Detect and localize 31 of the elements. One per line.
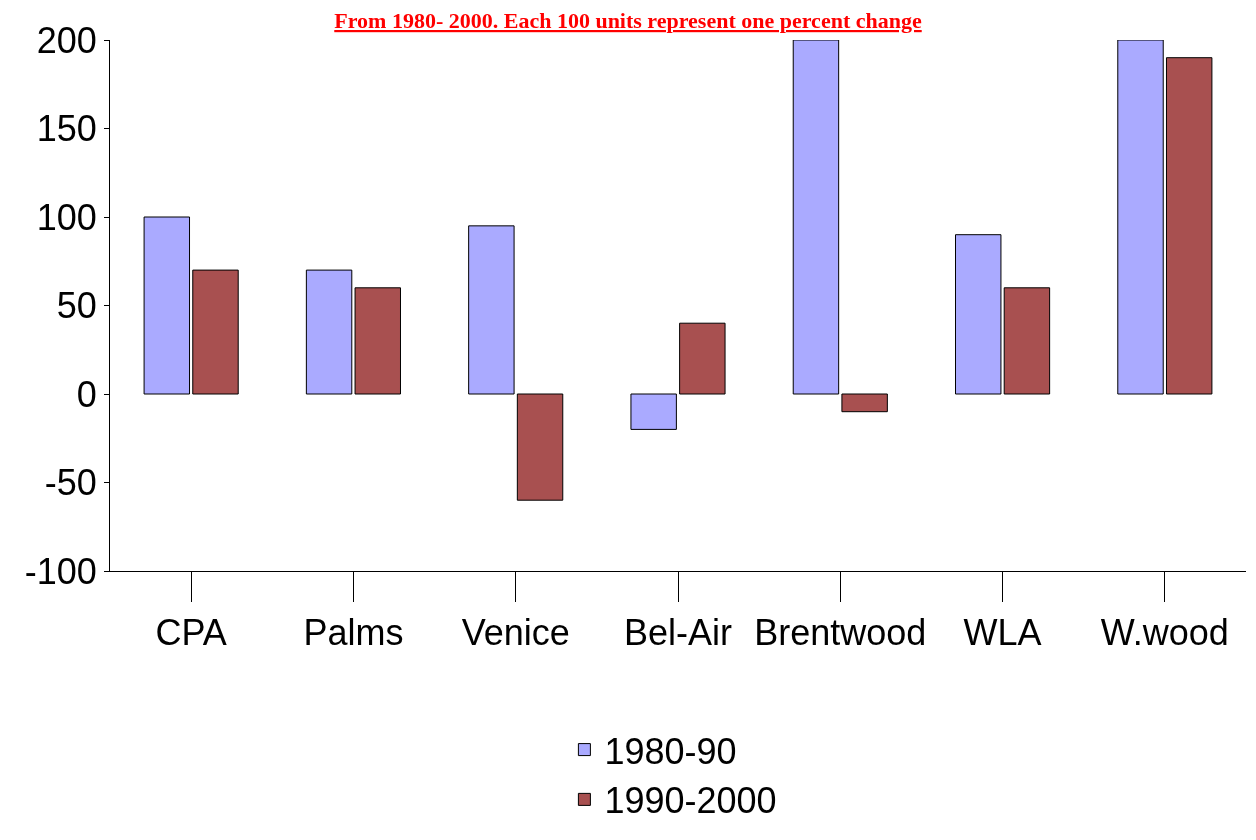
y-tick-label: 150 bbox=[36, 108, 97, 150]
y-tick-label: 0 bbox=[76, 373, 97, 415]
bar bbox=[354, 287, 401, 395]
bar bbox=[1165, 57, 1213, 395]
y-tick-label: -50 bbox=[44, 462, 97, 504]
x-tick-label: Brentwood bbox=[754, 612, 927, 654]
y-tick-label: 100 bbox=[36, 196, 97, 238]
bar bbox=[305, 269, 353, 395]
y-tick-label: 200 bbox=[36, 19, 97, 61]
y-tick-label: 50 bbox=[56, 285, 97, 327]
x-tick-label: WLA bbox=[963, 612, 1042, 654]
bar bbox=[792, 40, 840, 395]
bar bbox=[1003, 287, 1051, 395]
chart-title: From 1980- 2000. Each 100 units represent one percent change bbox=[334, 8, 922, 33]
bar bbox=[841, 393, 888, 413]
bar bbox=[679, 322, 726, 395]
x-tick-label: W.wood bbox=[1100, 612, 1229, 654]
legend-label: 1980-90 bbox=[604, 730, 737, 772]
x-tick-label: Venice bbox=[461, 612, 570, 654]
y-tick-label: -100 bbox=[24, 550, 97, 592]
x-tick-label: Palms bbox=[303, 612, 404, 654]
bar bbox=[468, 225, 515, 395]
bar bbox=[143, 216, 191, 395]
bar bbox=[1117, 40, 1164, 395]
bar bbox=[955, 234, 1002, 395]
x-tick-label: CPA bbox=[155, 612, 227, 654]
bar bbox=[516, 393, 564, 501]
bar bbox=[192, 269, 239, 395]
legend-label: 1990-2000 bbox=[604, 780, 777, 822]
x-tick-label: Bel-Air bbox=[623, 612, 733, 654]
bar bbox=[630, 393, 677, 430]
